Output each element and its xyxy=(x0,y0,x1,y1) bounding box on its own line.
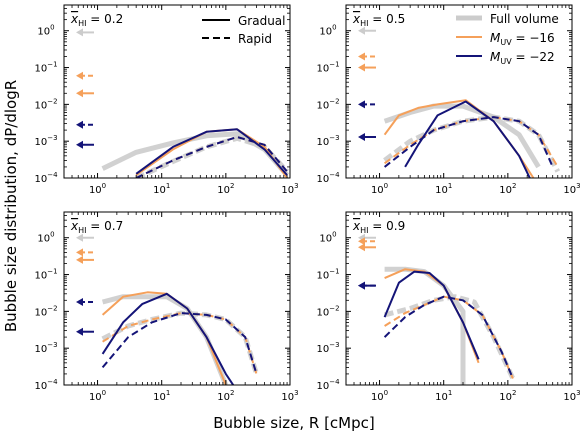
y-tick-label: 100 xyxy=(319,24,336,38)
legend-rapid-label: Rapid xyxy=(238,32,272,46)
series-m-uv-16-gradual xyxy=(383,99,535,178)
panel-label-3: xHI = 0.7 xyxy=(70,219,123,235)
legend-gradual-label: Gradual xyxy=(238,14,286,28)
x-tick-label: 102 xyxy=(217,389,234,403)
panel-label-4: xHI = 0.9 xyxy=(352,219,405,235)
series-full-volume-rapid xyxy=(383,114,561,173)
x-tick-label: 102 xyxy=(499,389,516,403)
x-tick-label: 103 xyxy=(563,389,580,403)
x-tick-label: 100 xyxy=(89,182,106,196)
series-m-uv-22-rapid xyxy=(383,116,554,168)
y-tick-label: 100 xyxy=(37,231,54,245)
arrow-m-uv-22-gradual xyxy=(358,281,376,290)
series-m-uv-22-rapid xyxy=(383,295,514,379)
y-tick-label: 10−1 xyxy=(316,61,339,75)
plot-area-2 xyxy=(383,99,561,178)
x-tick-label: 101 xyxy=(435,182,452,196)
panel-label-2: xHI = 0.5 xyxy=(352,12,405,28)
series-m-uv-22-rapid xyxy=(101,312,258,375)
y-tick-label: 10−4 xyxy=(316,378,340,392)
panel-3: 100 101 102 103 10−4 10−3 10−2 10−1 100 xHI = 0.7 xyxy=(34,211,299,403)
series-m-uv-22-gradual xyxy=(135,128,288,176)
x-tick-label: 100 xyxy=(371,389,388,403)
axes-frame-3 xyxy=(63,211,291,386)
panel-1: 100 101 102 103 10−4 10−3 10−2 10−1 100 xHI = 0.2 xyxy=(34,4,299,196)
plot-area-3 xyxy=(101,291,259,385)
y-tick-label: 10−4 xyxy=(316,171,340,185)
series-m-uv-22-gradual xyxy=(101,292,235,385)
series-m-uv-16-rapid xyxy=(102,312,258,375)
legend-muv16-label: MUV = −16 xyxy=(490,31,555,47)
panels: 100 101 102 103 10−4 10−3 10−2 10−1 100 xHI = 0.2… xyxy=(34,4,581,403)
x-axis-label: Bubble size, R [cMpc] xyxy=(213,414,374,432)
y-tick-label: 10−3 xyxy=(316,341,339,355)
y-tick-label: 10−4 xyxy=(34,171,58,185)
y-tick-label: 100 xyxy=(37,24,54,38)
series-m-uv-22-gradual xyxy=(404,100,531,178)
x-tick-label: 101 xyxy=(153,182,170,196)
legend-line-styles: Gradual Rapid xyxy=(202,14,286,46)
axes-frame-1 xyxy=(63,4,291,179)
panel-label-1: xHI = 0.2 xyxy=(70,12,123,28)
arrow-full-volume-gradual xyxy=(76,233,94,242)
panel-2: 100 101 102 103 10−4 10−3 10−2 10−1 100 xHI = 0.5 xyxy=(316,4,581,196)
series-full-volume-rapid xyxy=(101,310,259,375)
series-m-uv-22-gradual xyxy=(383,270,480,360)
y-tick-label: 10−2 xyxy=(316,97,339,111)
arrow-m-uv-22-rapid xyxy=(76,120,94,129)
x-tick-label: 102 xyxy=(499,182,516,196)
x-tick-label: 103 xyxy=(281,389,298,403)
arrow-m-uv-16-rapid xyxy=(76,71,94,80)
y-tick-label: 100 xyxy=(319,231,336,245)
x-tick-label: 101 xyxy=(435,389,452,403)
arrow-m-uv-22-gradual xyxy=(76,140,94,149)
axes-frame-2 xyxy=(345,4,573,179)
series-m-uv-22-rapid xyxy=(135,136,288,178)
arrow-m-uv-22-rapid xyxy=(358,100,376,109)
legend-colors: Full volume MUV = −16 MUV = −22 xyxy=(456,12,559,66)
x-tick-label: 102 xyxy=(217,182,234,196)
axes-frame-4 xyxy=(345,211,573,386)
y-tick-label: 10−3 xyxy=(316,134,339,148)
panel-4: 100 101 102 103 10−4 10−3 10−2 10−1 100 xHI = 0.9 xyxy=(316,211,581,403)
arrow-m-uv-22-gradual xyxy=(358,132,376,141)
legend-muv22-label: MUV = −22 xyxy=(490,50,555,66)
arrow-m-uv-22-gradual xyxy=(76,327,94,336)
plot-area-4 xyxy=(383,266,516,385)
arrow-m-uv-22-rapid xyxy=(76,297,94,306)
x-tick-label: 101 xyxy=(153,389,170,403)
series-full-volume-gradual xyxy=(383,103,541,169)
arrow-m-uv-16-rapid xyxy=(76,248,94,257)
series-full-volume-gradual xyxy=(101,131,289,177)
y-tick-label: 10−2 xyxy=(34,97,57,111)
y-tick-label: 10−2 xyxy=(34,304,57,318)
arrow-m-uv-16-rapid xyxy=(358,52,376,61)
y-tick-label: 10−4 xyxy=(34,378,58,392)
arrow-m-uv-16-gradual xyxy=(358,63,376,72)
y-tick-label: 10−1 xyxy=(316,268,339,282)
y-tick-label: 10−3 xyxy=(34,341,57,355)
plot-area-1 xyxy=(101,128,289,178)
y-tick-label: 10−1 xyxy=(34,61,57,75)
arrow-m-uv-16-gradual xyxy=(76,89,94,98)
series-m-uv-16-rapid xyxy=(384,295,514,379)
y-tick-label: 10−3 xyxy=(34,134,57,148)
arrow-full-volume-gradual xyxy=(358,26,376,35)
x-tick-label: 100 xyxy=(89,389,106,403)
y-tick-label: 10−1 xyxy=(34,268,57,282)
x-tick-label: 100 xyxy=(371,182,388,196)
arrow-m-uv-16-rapid xyxy=(358,237,376,246)
y-tick-label: 10−2 xyxy=(316,304,339,318)
x-tick-label: 103 xyxy=(281,182,298,196)
y-axis-label: Bubble size distribution, dP/dlogR xyxy=(2,80,20,332)
legend-full-volume-label: Full volume xyxy=(490,12,559,26)
arrow-m-uv-16-gradual xyxy=(76,255,94,264)
arrow-full-volume-gradual xyxy=(76,28,94,37)
arrow-m-uv-16-gradual xyxy=(358,243,376,252)
x-tick-label: 103 xyxy=(563,182,580,196)
